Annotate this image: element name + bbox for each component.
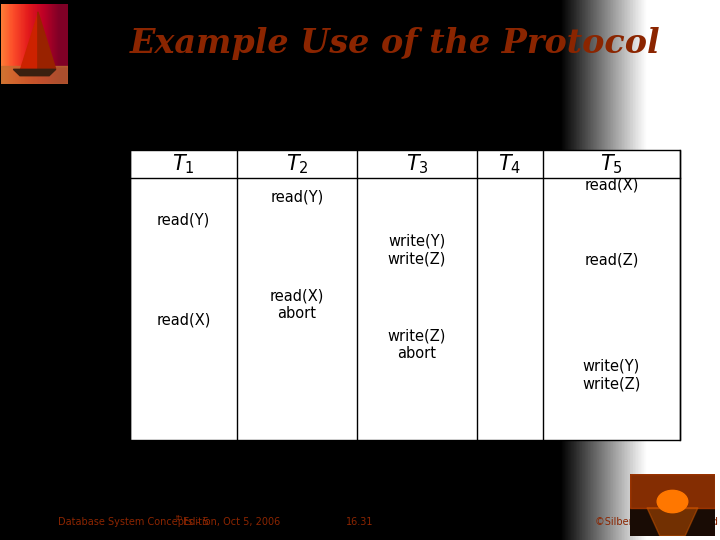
Text: $T_3$: $T_3$ <box>405 152 428 176</box>
Text: $T_2$: $T_2$ <box>286 152 308 176</box>
Circle shape <box>657 490 688 512</box>
Text: read(X): read(X) <box>585 178 639 192</box>
Text: write(Z)
abort: write(Z) abort <box>388 329 446 361</box>
Text: read(X): read(X) <box>156 313 211 327</box>
Text: ©Silberschatz, Korth and Sudarshan: ©Silberschatz, Korth and Sudarshan <box>595 517 720 527</box>
Text: write(Y)
write(Z): write(Y) write(Z) <box>582 359 641 391</box>
Bar <box>130 150 680 440</box>
Polygon shape <box>647 508 698 536</box>
Polygon shape <box>630 474 715 508</box>
Polygon shape <box>14 69 55 76</box>
Text: th: th <box>176 516 184 522</box>
Text: 16.31: 16.31 <box>346 517 374 527</box>
Text: read(X)
abort: read(X) abort <box>270 289 324 321</box>
Text: read(Z): read(Z) <box>585 253 639 267</box>
Polygon shape <box>1 66 68 84</box>
Text: $T_1$: $T_1$ <box>172 152 195 176</box>
Polygon shape <box>20 12 38 69</box>
Text: write(Y)
write(Z): write(Y) write(Z) <box>388 234 446 266</box>
Text: Database System Concepts - 5: Database System Concepts - 5 <box>58 517 209 527</box>
Text: A partial schedule for several data items for transactions with
timestamps 1, 2,: A partial schedule for several data item… <box>58 86 513 118</box>
Polygon shape <box>38 12 55 69</box>
Text: read(Y): read(Y) <box>157 213 210 227</box>
Text: $T_5$: $T_5$ <box>600 152 623 176</box>
Text: read(Y): read(Y) <box>271 190 323 205</box>
Text: $T_4$: $T_4$ <box>498 152 521 176</box>
Text: Edition, Oct 5, 2006: Edition, Oct 5, 2006 <box>180 517 280 527</box>
Text: Example Use of the Protocol: Example Use of the Protocol <box>130 26 660 59</box>
